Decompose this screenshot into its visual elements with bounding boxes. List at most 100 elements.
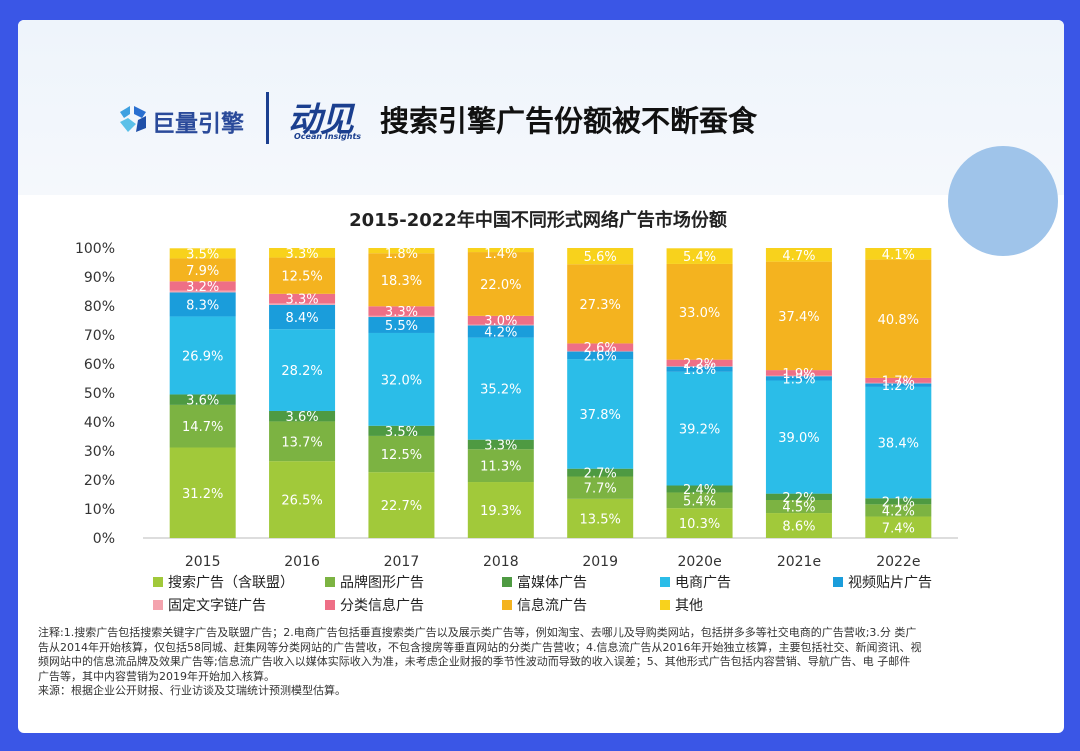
data-label: 3.3% <box>286 247 319 262</box>
bar-segment <box>865 259 932 378</box>
legend-item-label: 分类信息广告 <box>340 597 424 614</box>
brand-main-text: 动见 <box>288 100 354 140</box>
data-label: 32.0% <box>381 373 422 388</box>
bar-segment <box>567 264 634 344</box>
data-label: 22.7% <box>381 499 422 514</box>
bar-segment <box>865 382 932 384</box>
data-label: 1.7% <box>882 374 915 389</box>
data-label: 3.3% <box>484 438 517 453</box>
legend-item-label: 电商广告 <box>675 575 731 591</box>
bar-segment <box>269 257 336 294</box>
bar-segment <box>467 482 534 538</box>
x-tick-label: 2019 <box>582 554 618 570</box>
data-label: 26.5% <box>281 494 322 509</box>
data-label: 18.3% <box>381 274 422 289</box>
x-tick-label: 2017 <box>384 554 420 570</box>
bar-segment <box>666 263 733 360</box>
bar-segment <box>467 248 534 253</box>
legend-swatch <box>325 577 335 587</box>
data-label: 1.2% <box>882 379 915 394</box>
legend-item-label: 搜索广告（含联盟） <box>168 574 294 591</box>
bar-segment <box>269 248 336 258</box>
note-line: 告从2014年开始核算，仅包括58同城、赶集网等分类网站的广告营收，不包含搜房等… <box>38 640 922 654</box>
bar-segment <box>765 261 832 371</box>
legend-swatch <box>833 577 843 587</box>
data-label: 19.3% <box>480 504 521 519</box>
bar-segment <box>169 292 236 317</box>
bar-segment <box>368 315 435 318</box>
bar-segment <box>865 504 932 517</box>
legend-swatch <box>153 600 163 610</box>
data-label: 12.5% <box>281 270 322 285</box>
data-label: 4.2% <box>882 504 915 519</box>
bar-segment <box>368 472 435 538</box>
data-label: 3.5% <box>385 425 418 440</box>
bar-segment <box>368 248 435 254</box>
data-label: 1.9% <box>782 367 815 382</box>
note-line: 广告等，其中内容营销为2019年开始加入核算。 <box>38 669 275 683</box>
bar-segment <box>567 468 634 477</box>
bar-segment <box>269 293 336 304</box>
data-label: 3.5% <box>186 247 219 262</box>
bar-segment <box>169 258 236 282</box>
bar-segment <box>865 248 932 260</box>
bar-segment <box>169 281 236 291</box>
legend-item-label: 富媒体广告 <box>517 574 587 591</box>
data-label: 11.3% <box>480 460 521 475</box>
bar-segment <box>567 351 634 360</box>
y-tick-label: 80% <box>84 299 115 315</box>
bar-segment <box>467 324 534 326</box>
y-tick-label: 20% <box>84 473 115 489</box>
bar-segment <box>865 386 932 499</box>
bar-segment <box>666 366 733 367</box>
legend-swatch <box>502 600 512 610</box>
data-label: 28.2% <box>281 364 322 379</box>
brand-sub-text: Ocean Insights <box>294 132 362 141</box>
legend-swatch <box>660 577 670 587</box>
bar-segment <box>765 248 832 262</box>
data-label: 27.3% <box>580 298 621 313</box>
data-label: 8.4% <box>286 311 319 326</box>
data-label: 2.2% <box>782 491 815 506</box>
y-tick-label: 100% <box>75 241 115 257</box>
y-tick-label: 60% <box>84 357 115 373</box>
bar-segment <box>467 315 534 325</box>
bar-segment <box>269 329 336 411</box>
bar-segment <box>765 380 832 494</box>
y-tick-label: 50% <box>84 386 115 402</box>
x-tick-label: 2021e <box>777 554 821 570</box>
data-label: 7.7% <box>584 482 617 497</box>
header-divider <box>266 92 269 144</box>
bar-segment <box>269 410 336 422</box>
bar-segment <box>467 449 534 483</box>
bar-segment <box>368 306 435 316</box>
data-label: 35.2% <box>480 383 521 398</box>
bar-segment <box>666 359 733 367</box>
ocean-engine-logo: 巨量引擎 <box>116 102 246 142</box>
y-tick-label: 90% <box>84 270 115 286</box>
data-label: 37.4% <box>778 310 819 325</box>
data-label: 22.0% <box>480 278 521 293</box>
bar-segment <box>368 332 435 426</box>
bar-segment <box>368 317 435 333</box>
data-label: 2.6% <box>584 341 617 356</box>
legend-item-label: 信息流广告 <box>517 597 587 614</box>
legend-item-label: 固定文字链广告 <box>168 598 266 614</box>
data-label: 33.0% <box>679 306 720 321</box>
data-label: 14.7% <box>182 420 223 435</box>
data-label: 37.8% <box>580 408 621 423</box>
bar-segment <box>467 439 534 450</box>
bar-segment <box>567 248 634 265</box>
bar-segment <box>169 394 236 405</box>
bar-segment <box>269 304 336 330</box>
bar-segment <box>467 337 534 440</box>
data-label: 1.8% <box>683 363 716 378</box>
bar-segment <box>865 498 932 505</box>
bar-segment <box>169 316 236 395</box>
data-label: 5.6% <box>584 250 617 265</box>
header-band <box>18 20 1064 195</box>
data-label: 8.3% <box>186 298 219 313</box>
bar-segment <box>765 493 832 501</box>
bar-segment <box>666 371 733 486</box>
bar-segment <box>765 513 832 538</box>
